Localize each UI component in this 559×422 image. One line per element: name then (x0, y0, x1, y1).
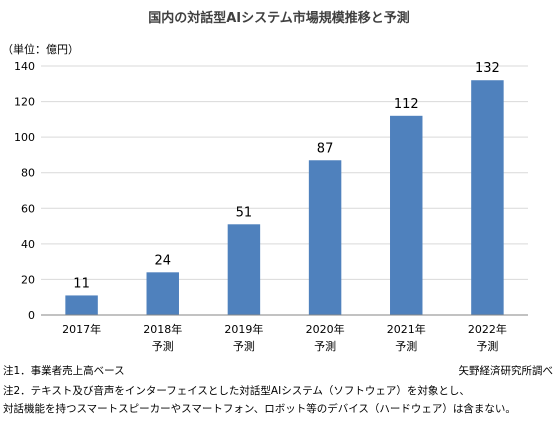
y-tick-label: 40 (21, 238, 35, 251)
x-tick-label: 2018年 (143, 322, 182, 336)
bar (390, 115, 423, 315)
y-tick-label: 100 (14, 131, 35, 144)
bars (65, 80, 504, 315)
x-tick-label: 2021年 (387, 322, 426, 336)
gridlines (41, 65, 528, 280)
y-tick-label: 0 (28, 309, 35, 322)
data-label: 112 (394, 97, 419, 112)
x-tick-label: 2020年 (306, 322, 345, 336)
x-tick-label: 2019年 (224, 322, 263, 336)
y-tick-label: 140 (14, 60, 35, 73)
x-tick-label: 予測 (152, 339, 174, 353)
data-label: 132 (475, 61, 500, 76)
x-tick-label: 2022年 (468, 322, 507, 336)
chart-title: 国内の対話型AIシステム市場規模推移と予測 (148, 10, 410, 26)
x-tick-label: 予測 (314, 339, 336, 353)
x-tick-label: 2017年 (62, 322, 101, 336)
x-tick-label: 予測 (395, 339, 417, 353)
bar (146, 272, 179, 315)
bar (227, 224, 261, 315)
data-label: 87 (317, 141, 334, 156)
x-tick-label: 予測 (233, 339, 255, 353)
note-1: 注1．事業者売上高ベース (3, 365, 125, 377)
y-tick-label: 80 (21, 167, 35, 180)
bar (65, 295, 98, 315)
y-axis-ticks: 0 20 40 60 80 100 120 140 (14, 60, 35, 322)
y-tick-label: 60 (21, 202, 35, 215)
data-label: 51 (236, 205, 253, 220)
bar (471, 80, 504, 315)
data-label: 24 (154, 253, 171, 268)
data-labels: 11 24 51 87 112 132 (73, 61, 500, 291)
x-tick-label: 予測 (476, 339, 498, 353)
y-tick-label: 120 (14, 96, 35, 109)
source-label: 矢野経済研究所調べ (458, 365, 554, 377)
data-label: 11 (73, 276, 90, 291)
note-2-line-2: 対話機能を持つスマートスピーカーやスマートフォン、ロボット等のデバイス（ハードウ… (3, 403, 516, 415)
y-unit-label: （単位：億円） (2, 42, 79, 56)
bar (308, 160, 342, 315)
market-size-chart: 国内の対話型AIシステム市場規模推移と予測 （単位：億円） 0 20 40 60 80 1… (2, 10, 528, 353)
y-tick-label: 20 (21, 273, 35, 286)
note-2-line-1: 注2．テキスト及び音声をインターフェイスとした対話型AIシステム（ソフトウェア）… (3, 385, 470, 397)
